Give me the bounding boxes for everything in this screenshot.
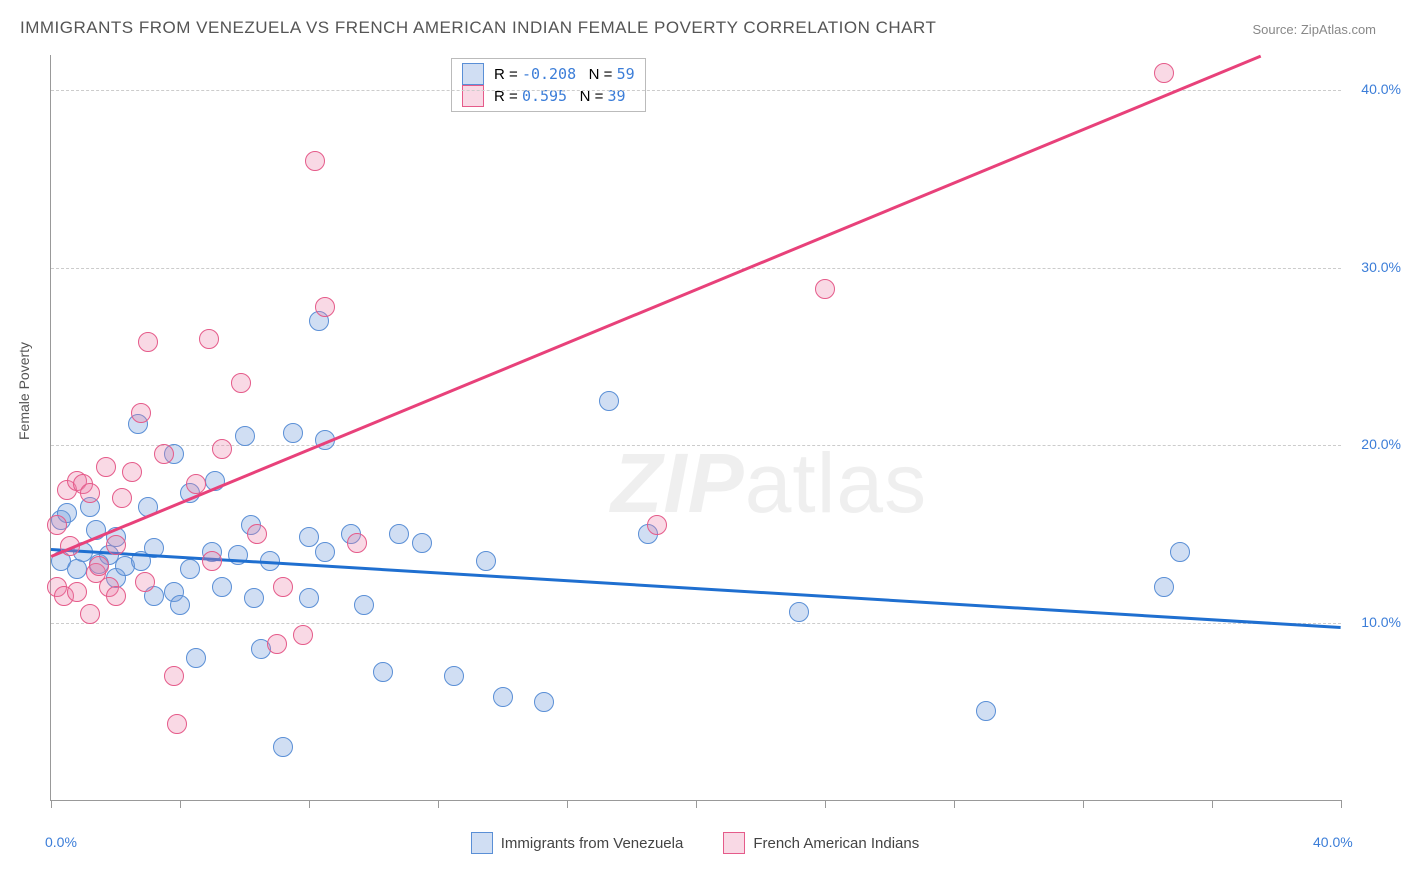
data-point <box>122 462 142 482</box>
data-point <box>293 625 313 645</box>
x-tick <box>309 800 310 808</box>
data-point <box>315 542 335 562</box>
gridline-h <box>51 268 1341 269</box>
trend-line <box>51 548 1341 629</box>
data-point <box>47 515 67 535</box>
legend-row: R = -0.208 N = 59 <box>462 63 635 85</box>
data-point <box>273 737 293 757</box>
data-point <box>354 595 374 615</box>
data-point <box>347 533 367 553</box>
data-point <box>138 332 158 352</box>
data-point <box>231 373 251 393</box>
chart-title: IMMIGRANTS FROM VENEZUELA VS FRENCH AMER… <box>20 18 936 38</box>
data-point <box>267 634 287 654</box>
trend-line <box>51 55 1261 558</box>
gridline-h <box>51 90 1341 91</box>
y-tick-label: 20.0% <box>1361 436 1401 452</box>
data-point <box>96 457 116 477</box>
x-tick <box>567 800 568 808</box>
data-point <box>273 577 293 597</box>
data-point <box>412 533 432 553</box>
data-point <box>444 666 464 686</box>
source-attribution: Source: ZipAtlas.com <box>1252 22 1376 37</box>
data-point <box>80 604 100 624</box>
y-tick-label: 40.0% <box>1361 81 1401 97</box>
data-point <box>244 588 264 608</box>
data-point <box>599 391 619 411</box>
data-point <box>1154 63 1174 83</box>
data-point <box>80 483 100 503</box>
x-tick <box>1083 800 1084 808</box>
data-point <box>67 559 87 579</box>
series-legend: Immigrants from Venezuela French American… <box>50 832 1340 854</box>
data-point <box>305 151 325 171</box>
legend-row: R = 0.595 N = 39 <box>462 85 635 107</box>
x-tick <box>180 800 181 808</box>
legend-swatch <box>471 832 493 854</box>
legend-label: French American Indians <box>753 835 919 852</box>
x-tick <box>696 800 697 808</box>
legend-text: R = -0.208 N = 59 <box>494 65 635 83</box>
legend-swatch <box>462 85 484 107</box>
data-point <box>212 577 232 597</box>
data-point <box>112 488 132 508</box>
x-tick <box>825 800 826 808</box>
data-point <box>202 551 222 571</box>
data-point <box>534 692 554 712</box>
correlation-legend: R = -0.208 N = 59 R = 0.595 N = 39 <box>451 58 646 112</box>
data-point <box>154 444 174 464</box>
x-tick <box>1212 800 1213 808</box>
legend-swatch <box>462 63 484 85</box>
data-point <box>131 403 151 423</box>
data-point <box>299 588 319 608</box>
data-point <box>67 582 87 602</box>
data-point <box>180 559 200 579</box>
y-tick-label: 10.0% <box>1361 614 1401 630</box>
legend-item: French American Indians <box>723 832 919 854</box>
data-point <box>199 329 219 349</box>
data-point <box>1170 542 1190 562</box>
data-point <box>315 297 335 317</box>
gridline-h <box>51 623 1341 624</box>
data-point <box>976 701 996 721</box>
data-point <box>389 524 409 544</box>
data-point <box>89 556 109 576</box>
data-point <box>1154 577 1174 597</box>
data-point <box>493 687 513 707</box>
data-point <box>373 662 393 682</box>
data-point <box>647 515 667 535</box>
data-point <box>135 572 155 592</box>
data-point <box>106 535 126 555</box>
data-point <box>106 586 126 606</box>
legend-swatch <box>723 832 745 854</box>
x-tick <box>954 800 955 808</box>
data-point <box>789 602 809 622</box>
y-tick-label: 30.0% <box>1361 259 1401 275</box>
data-point <box>476 551 496 571</box>
data-point <box>167 714 187 734</box>
data-point <box>247 524 267 544</box>
x-tick <box>51 800 52 808</box>
scatter-plot: ZIPatlas R = -0.208 N = 59R = 0.595 N = … <box>50 55 1341 801</box>
data-point <box>283 423 303 443</box>
legend-label: Immigrants from Venezuela <box>501 835 684 852</box>
legend-item: Immigrants from Venezuela <box>471 832 684 854</box>
data-point <box>212 439 232 459</box>
data-point <box>299 527 319 547</box>
data-point <box>235 426 255 446</box>
data-point <box>170 595 190 615</box>
data-point <box>815 279 835 299</box>
y-axis-title: Female Poverty <box>16 342 32 440</box>
data-point <box>164 666 184 686</box>
x-tick <box>438 800 439 808</box>
x-tick <box>1341 800 1342 808</box>
data-point <box>186 648 206 668</box>
